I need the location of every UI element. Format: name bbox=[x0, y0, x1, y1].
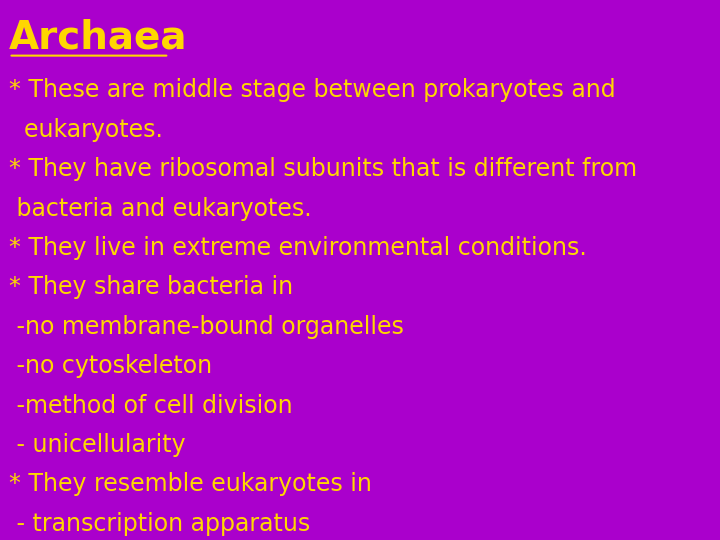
Text: -no membrane-bound organelles: -no membrane-bound organelles bbox=[9, 315, 403, 339]
Text: -method of cell division: -method of cell division bbox=[9, 394, 292, 417]
Text: * They have ribosomal subunits that is different from: * They have ribosomal subunits that is d… bbox=[9, 157, 636, 181]
Text: Archaea: Archaea bbox=[9, 19, 187, 57]
Text: - transcription apparatus: - transcription apparatus bbox=[9, 512, 310, 536]
Text: * They resemble eukaryotes in: * They resemble eukaryotes in bbox=[9, 472, 372, 496]
Text: * They live in extreme environmental conditions.: * They live in extreme environmental con… bbox=[9, 236, 586, 260]
Text: bacteria and eukaryotes.: bacteria and eukaryotes. bbox=[9, 197, 311, 220]
Text: * They share bacteria in: * They share bacteria in bbox=[9, 275, 293, 299]
Text: * These are middle stage between prokaryotes and: * These are middle stage between prokary… bbox=[9, 78, 616, 102]
Text: -no cytoskeleton: -no cytoskeleton bbox=[9, 354, 212, 378]
Text: - unicellularity: - unicellularity bbox=[9, 433, 185, 457]
Text: eukaryotes.: eukaryotes. bbox=[9, 118, 163, 141]
